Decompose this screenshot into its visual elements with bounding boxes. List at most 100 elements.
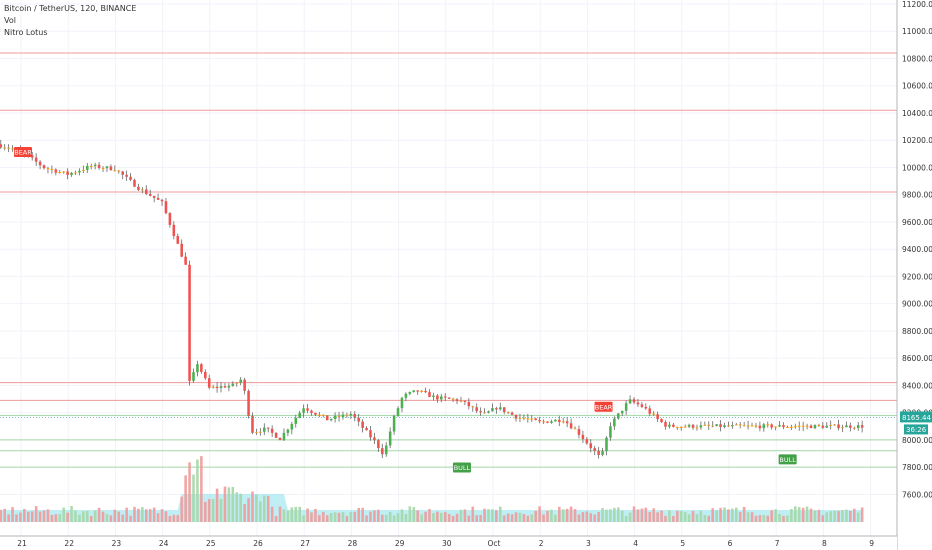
candle-body (628, 399, 632, 404)
volume-bar (109, 515, 113, 522)
candle-body (479, 411, 482, 413)
candle-body (408, 392, 412, 394)
volume-bar (695, 514, 699, 522)
volume-bar (46, 509, 50, 522)
candle-body (514, 414, 518, 419)
volume-bar (699, 510, 703, 522)
candle-body (42, 165, 46, 169)
candle-body (565, 421, 569, 424)
candle-body (495, 408, 498, 410)
bull-signal-tag: BULL (778, 454, 797, 465)
volume-bar (841, 510, 844, 522)
candle-body (365, 427, 368, 431)
candle-body (794, 426, 797, 428)
volume-bar (731, 508, 734, 522)
candle-body (7, 147, 10, 149)
countdown-label: 36:26 (906, 426, 927, 434)
volume-bar (495, 510, 498, 522)
candle-body (731, 424, 734, 427)
time-axis: 21 22 23 24 25 26 27 28 29 30 Oct 2 3 4 5 6 7 8 9 (0, 535, 897, 550)
candle-body (471, 406, 475, 408)
volume-bar (329, 512, 333, 522)
candle-body (235, 382, 239, 384)
volume-bar (325, 515, 329, 522)
volume-bar (463, 509, 467, 522)
candle-body (518, 417, 522, 419)
volume-bar (829, 511, 832, 522)
candle-body (270, 428, 274, 433)
candle-body (345, 414, 349, 416)
candle-body (656, 414, 659, 420)
bull-signal-tag: BULL (452, 462, 471, 473)
candle-body (668, 424, 671, 427)
volume-bar (278, 506, 282, 522)
candle-body (577, 429, 581, 435)
volume-bar (487, 509, 490, 522)
volume-bar (605, 509, 608, 522)
volume-bar (219, 499, 223, 522)
candle-body (152, 195, 156, 198)
volume-bar (381, 514, 384, 522)
candle-body (660, 419, 663, 423)
candle-body (837, 424, 840, 429)
candle-body (530, 418, 534, 420)
candle-body (337, 415, 341, 417)
volume-bar (89, 515, 93, 522)
candle-body (632, 399, 636, 403)
candle-body (66, 171, 69, 175)
candle-body (679, 426, 683, 428)
volume-bar (648, 511, 652, 522)
candle-body (829, 424, 832, 426)
candle-body (278, 437, 282, 441)
candle-body (620, 410, 624, 414)
volume-bar (129, 515, 132, 522)
candle-body (180, 243, 183, 257)
volume-bar (160, 509, 164, 522)
volume-bar (676, 510, 679, 522)
price-axis: 11200.00 11000.00 10800.00 10600.00 10400.00… (896, 0, 932, 550)
time-tick-label: 21 (17, 539, 27, 548)
candle-body (70, 172, 73, 175)
candle-body (550, 421, 553, 423)
volume-bar (801, 507, 805, 522)
volume-bar (58, 514, 62, 522)
volume-bar (471, 506, 475, 522)
price-axis-bg (897, 0, 932, 550)
volume-bar (440, 512, 443, 522)
candle-body (247, 390, 250, 416)
candle-body (46, 168, 50, 170)
volume-bar (400, 509, 404, 522)
volume-bar (742, 506, 746, 522)
volume-bar (282, 509, 286, 522)
candle-body (97, 164, 101, 169)
volume-bar (455, 513, 459, 522)
candle-body (164, 201, 168, 214)
candle-body (239, 379, 242, 383)
volume-bar (475, 515, 478, 522)
volume-bar (853, 508, 856, 522)
volume-bar (0, 509, 3, 522)
candle-body (707, 424, 711, 426)
candle-body (699, 425, 703, 428)
price-tick-label: 7600.00 (902, 490, 932, 499)
candle-body (825, 425, 829, 428)
candle-body (109, 166, 113, 171)
candle-body (361, 421, 364, 428)
candle-body (420, 390, 423, 392)
signal-tag-label: BULL (779, 456, 796, 464)
candle-body (483, 412, 486, 414)
volume-bar (365, 515, 368, 522)
candle-body (447, 397, 451, 399)
candle-body (687, 424, 691, 427)
volume-bar (133, 506, 136, 522)
volume-bar (613, 507, 616, 522)
volume-bar (660, 510, 663, 522)
volume-bar (82, 511, 85, 522)
candle-body (156, 197, 160, 200)
candle-body (738, 424, 742, 426)
countdown-badge (904, 424, 928, 435)
candle-body (325, 415, 329, 421)
volume-bar (97, 507, 101, 522)
